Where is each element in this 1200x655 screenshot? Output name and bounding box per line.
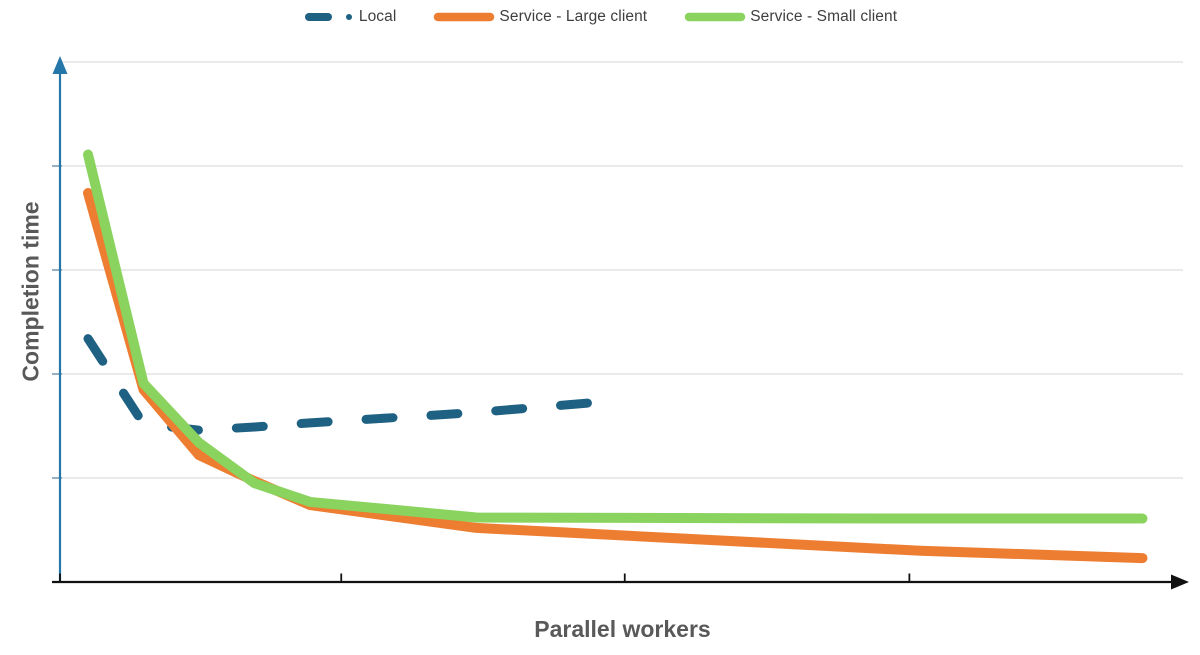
x-axis-arrowhead: [1171, 574, 1189, 590]
solid-line-green-icon: [684, 12, 746, 22]
solid-line-orange-icon: [434, 12, 495, 22]
legend-item-service-large: Service - Large client: [433, 8, 647, 26]
legend-item-service-small: Service - Small client: [684, 8, 897, 26]
dash-dot-line-icon: [304, 13, 352, 21]
series-line-service-large-client: [83, 188, 1148, 564]
chart-legend: Local Service - Large client Service - S…: [0, 4, 1200, 30]
legend-item-local: Local: [303, 8, 397, 26]
legend-label-service-large: Service - Large client: [499, 8, 648, 25]
y-axis-title: Completion time: [17, 201, 44, 382]
series-line-local: [83, 334, 592, 435]
series-line-service-small-client: [83, 149, 1148, 524]
legend-label-local: Local: [358, 8, 397, 25]
legend-label-service-small: Service - Small client: [750, 8, 898, 25]
x-axis-title: Parallel workers: [534, 616, 711, 642]
y-axis-arrowhead: [52, 56, 68, 74]
